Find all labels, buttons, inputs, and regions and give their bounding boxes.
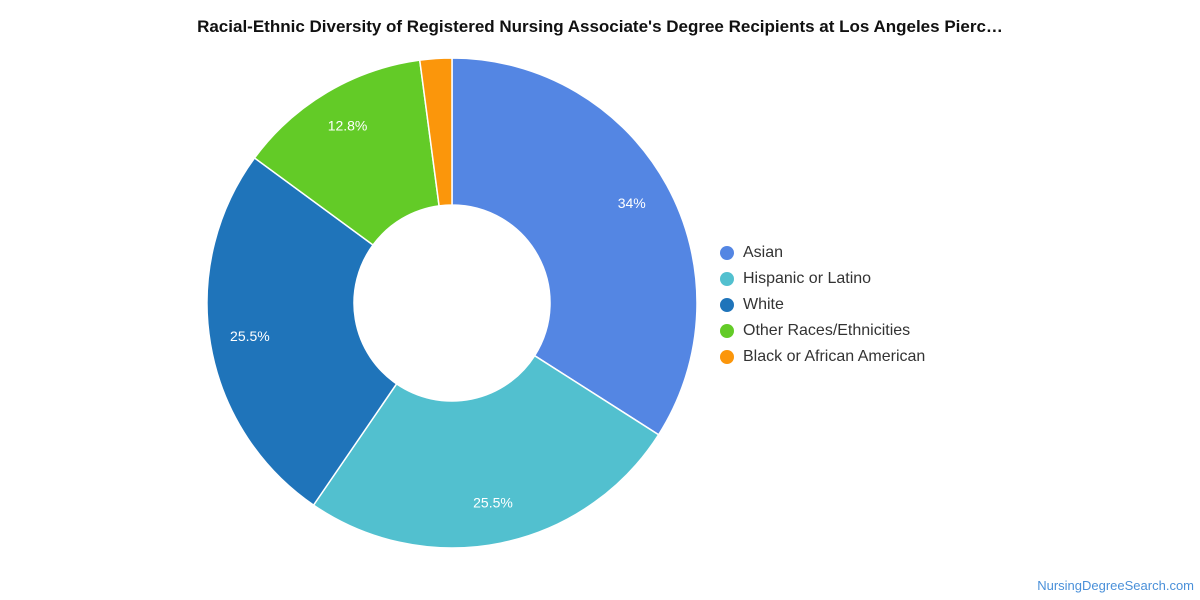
legend-item[interactable]: Hispanic or Latino bbox=[720, 266, 925, 292]
legend-label: White bbox=[743, 296, 784, 313]
legend: Asian Hispanic or Latino White Other Races/… bbox=[720, 240, 925, 370]
legend-swatch bbox=[720, 324, 734, 338]
slice-white[interactable] bbox=[206, 156, 398, 507]
legend-item[interactable]: Black or African American bbox=[720, 344, 925, 370]
chart-title: Racial-Ethnic Diversity of Registered Nu… bbox=[197, 17, 1003, 36]
data-label: 34% bbox=[618, 195, 646, 211]
legend-swatch bbox=[720, 272, 734, 286]
legend-item[interactable]: White bbox=[720, 292, 925, 318]
slice-hispanic-or-latino[interactable] bbox=[312, 354, 660, 549]
legend-label: Asian bbox=[743, 244, 784, 261]
slice-asian[interactable] bbox=[451, 57, 698, 436]
legend-label: Other Races/Ethnicities bbox=[743, 322, 911, 339]
legend-item[interactable]: Asian bbox=[720, 240, 925, 266]
legend-label: Hispanic or Latino bbox=[743, 270, 872, 287]
slice-black-or-african-american[interactable] bbox=[418, 57, 453, 207]
source-link[interactable]: NursingDegreeSearch.com bbox=[1037, 578, 1194, 593]
data-label: 12.8% bbox=[328, 117, 368, 133]
legend-swatch bbox=[720, 298, 734, 312]
legend-swatch bbox=[720, 246, 734, 260]
slice-other-races-ethnicities[interactable] bbox=[253, 59, 440, 247]
legend-swatch bbox=[720, 350, 734, 364]
legend-label: Black or African American bbox=[743, 348, 926, 365]
data-label: 25.5% bbox=[230, 328, 270, 344]
legend-item[interactable]: Other Races/Ethnicities bbox=[720, 318, 925, 344]
data-label: 25.5% bbox=[473, 495, 513, 511]
